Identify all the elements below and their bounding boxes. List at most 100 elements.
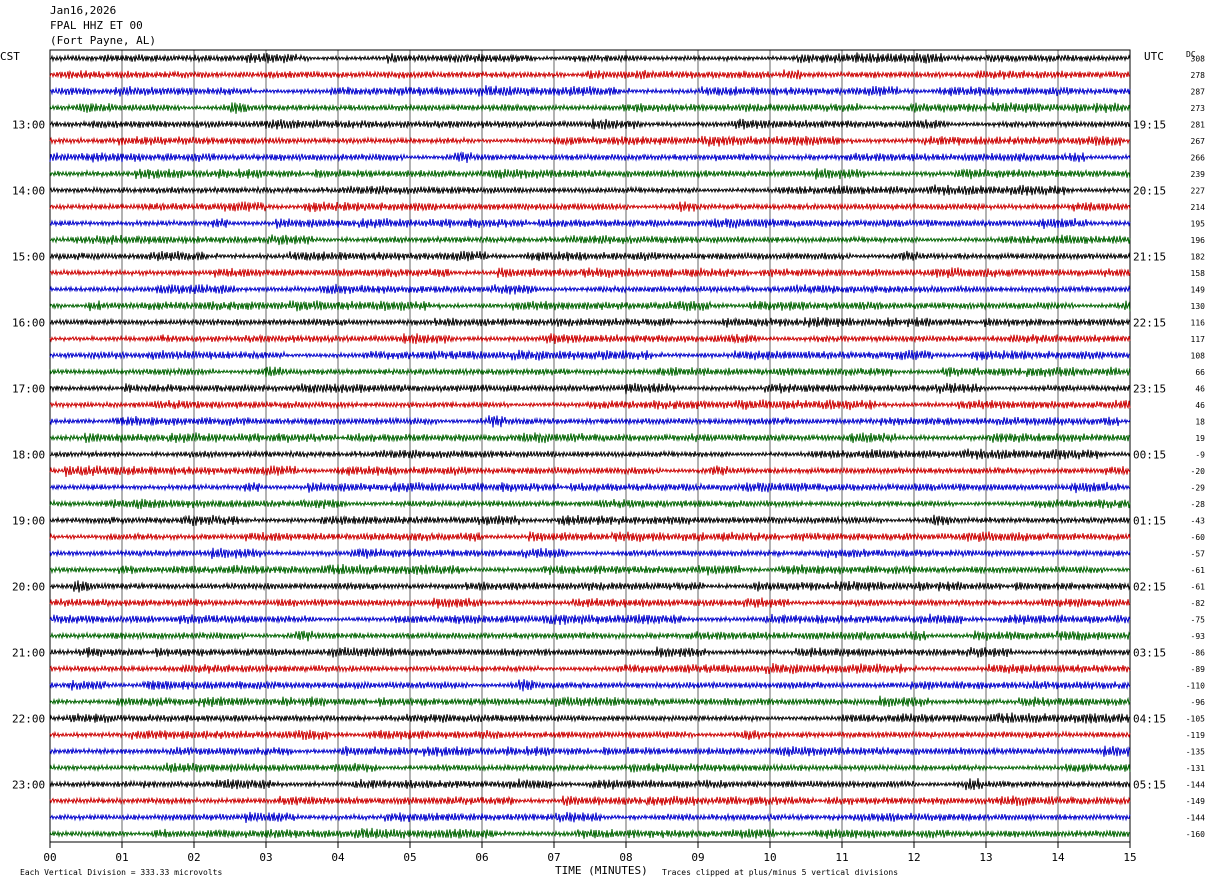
trace-line (49, 184, 1131, 196)
dc-offset-label: 266 (1191, 153, 1206, 162)
x-tick-label: 09 (691, 851, 704, 864)
dc-offset-label: -28 (1191, 500, 1206, 509)
trace-line (49, 218, 1131, 230)
trace-line (49, 168, 1131, 180)
cst-hour-label: 16:00 (12, 316, 45, 329)
dc-offset-label: 66 (1195, 368, 1205, 377)
trace-line (49, 382, 1131, 395)
trace-line (49, 630, 1131, 642)
utc-hour-label: 19:15 (1133, 118, 1166, 131)
dc-offset-label: -144 (1186, 813, 1205, 822)
dc-offset-label: 116 (1191, 318, 1206, 327)
dc-offset-label: -144 (1186, 780, 1205, 789)
trace-line (49, 448, 1131, 460)
dc-offset-label: 46 (1195, 384, 1205, 393)
cst-hour-label: 14:00 (12, 184, 45, 197)
x-tick-label: 11 (835, 851, 848, 864)
clip-note: Traces clipped at plus/minus 5 vertical … (662, 868, 898, 877)
cst-hour-label: 19:00 (12, 514, 45, 527)
dc-offset-label: -61 (1191, 582, 1206, 591)
x-tick-label: 05 (403, 851, 416, 864)
cst-hour-label: 17:00 (12, 382, 45, 395)
dc-offset-label: 196 (1191, 236, 1206, 245)
x-tick-label: 06 (475, 851, 488, 864)
trace-line (49, 250, 1131, 262)
dc-offset-label: -93 (1191, 632, 1206, 641)
dc-offset-label: -105 (1186, 714, 1205, 723)
trace-line (49, 663, 1131, 675)
utc-hour-label: 23:15 (1133, 382, 1166, 395)
dc-offset-label: -9 (1195, 450, 1205, 459)
x-tick-label: 02 (187, 851, 200, 864)
x-tick-label: 12 (907, 851, 920, 864)
trace-line (49, 135, 1131, 147)
trace-line (49, 695, 1131, 708)
trace-line (49, 399, 1131, 411)
cst-hour-label: 21:00 (12, 646, 45, 659)
trace-line (49, 481, 1131, 494)
cst-hour-label: 15:00 (12, 250, 45, 263)
x-axis-label: TIME (MINUTES) (555, 864, 648, 877)
dc-offset-label: 195 (1191, 219, 1206, 228)
trace-line (49, 85, 1131, 97)
dc-offset-label: 158 (1191, 269, 1206, 278)
dc-offset-label: 214 (1191, 203, 1206, 212)
x-tick-label: 00 (43, 851, 56, 864)
trace-line (49, 151, 1131, 163)
x-tick-label: 10 (763, 851, 776, 864)
trace-line (49, 465, 1131, 477)
dc-offset-label: 182 (1191, 252, 1206, 261)
trace-line (49, 827, 1131, 840)
trace-line (49, 118, 1131, 130)
dc-offset-label: 149 (1191, 285, 1206, 294)
trace-line (49, 530, 1131, 543)
header-date: Jan16,2026 (50, 4, 117, 17)
trace-line (49, 564, 1131, 576)
x-tick-label: 08 (619, 851, 632, 864)
header-location: (Fort Payne, AL) (50, 34, 156, 47)
trace-line (49, 795, 1131, 807)
dc-header-label: DC (1186, 50, 1196, 59)
dc-offset-label: -57 (1191, 549, 1206, 558)
dc-offset-label: -20 (1191, 467, 1206, 476)
trace-line (49, 745, 1131, 757)
x-tick-label: 15 (1123, 851, 1136, 864)
utc-hour-label: 01:15 (1133, 514, 1166, 527)
trace-line (49, 514, 1131, 527)
dc-offset-label: -135 (1186, 747, 1205, 756)
trace-line (50, 580, 1131, 593)
cst-hour-label: 18:00 (12, 448, 45, 461)
left-timezone-label: CST (0, 50, 20, 63)
trace-line (49, 613, 1131, 625)
dc-offset-label: 278 (1191, 71, 1206, 80)
trace-line (49, 349, 1130, 361)
utc-hour-label: 02:15 (1133, 580, 1166, 593)
dc-offset-label: 18 (1195, 417, 1205, 426)
dc-offset-label: 108 (1191, 351, 1206, 360)
dc-offset-label: 130 (1191, 302, 1206, 311)
dc-offset-label: 308 (1191, 54, 1206, 63)
dc-offset-label: -61 (1191, 566, 1206, 575)
dc-offset-label: -160 (1186, 830, 1205, 839)
dc-offset-label: 117 (1191, 335, 1206, 344)
dc-offset-label: -29 (1191, 483, 1206, 492)
trace-line (49, 432, 1131, 444)
cst-hour-label: 13:00 (12, 118, 45, 131)
utc-hour-label: 05:15 (1133, 778, 1166, 791)
utc-hour-label: 21:15 (1133, 250, 1166, 263)
dc-offset-label: 46 (1195, 401, 1205, 410)
trace-line (49, 547, 1131, 560)
trace-line (49, 597, 1131, 609)
header-station: FPAL HHZ ET 00 (50, 19, 143, 32)
x-tick-label: 04 (331, 851, 345, 864)
plot-frame (49, 49, 1131, 843)
x-tick-label: 07 (547, 851, 560, 864)
dc-offset-label: -119 (1186, 731, 1205, 740)
trace-line (49, 712, 1131, 724)
dc-offset-label: 239 (1191, 170, 1206, 179)
x-tick-label: 03 (259, 851, 272, 864)
dc-offset-label: -43 (1191, 516, 1206, 525)
division-note: Each Vertical Division = 333.33 microvol… (20, 868, 222, 877)
x-tick-label: 13 (979, 851, 992, 864)
trace-line (49, 366, 1131, 378)
